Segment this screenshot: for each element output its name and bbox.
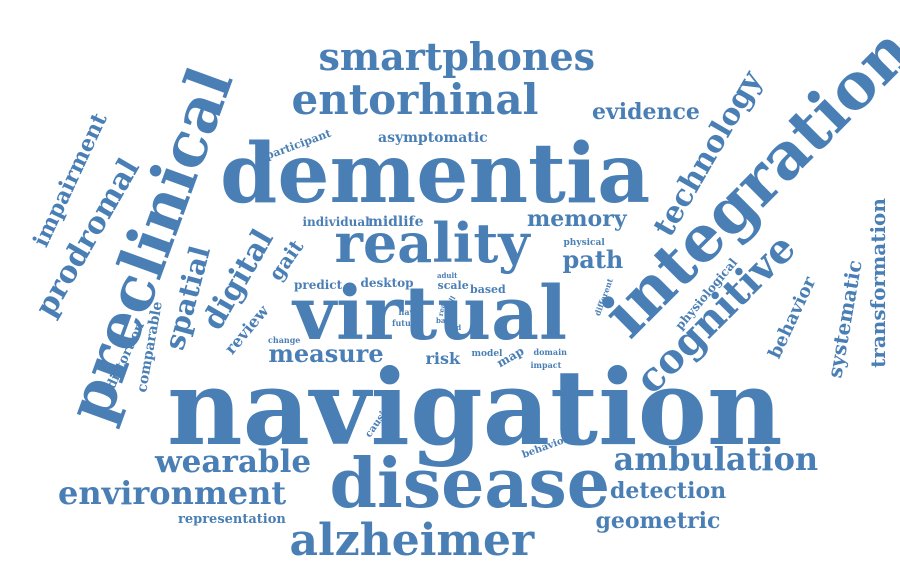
word-disease: disease [329, 444, 611, 524]
word-individual: individual [302, 215, 370, 229]
word-change: change [268, 335, 301, 345]
word-based: based [470, 282, 506, 296]
word-base: base [436, 315, 454, 325]
word-virtual: virtual [293, 271, 568, 357]
word-have: have [398, 307, 420, 317]
word-path: path [562, 245, 624, 274]
word-desktop: desktop [360, 276, 414, 290]
word-alzheimer: alzheimer [289, 515, 535, 565]
word-adult: adult [437, 270, 458, 280]
word-reality: reality [334, 211, 530, 275]
word-predict: predict [294, 278, 343, 292]
word-future: future [392, 318, 421, 328]
word-smartphones: smartphones [318, 34, 596, 79]
word-asymptomatic: asymptomatic [378, 130, 488, 146]
word-domain: domain [533, 347, 567, 357]
word-entorhinal: entorhinal [291, 75, 539, 124]
word-environment: environment [58, 474, 287, 512]
word-systematic: systematic [821, 258, 867, 380]
word-physical: physical [563, 237, 605, 248]
word-detection: detection [610, 478, 727, 504]
word-measure: measure [268, 339, 384, 368]
word-impact: impact [530, 360, 562, 370]
word-geometric: geometric [595, 508, 721, 534]
word-model: model [471, 348, 503, 359]
word-evidence: evidence [592, 99, 700, 125]
word-grid: grid [445, 322, 462, 332]
word-transformation: transformation [865, 198, 890, 368]
word-representation: representation [178, 511, 286, 527]
word-navigation: navigation [167, 346, 783, 469]
word-ambulation: ambulation [613, 440, 819, 478]
word-scale: scale [437, 278, 469, 292]
word-risk: risk [425, 349, 461, 368]
word-memory: memory [527, 206, 627, 232]
word-dementia: dementia [220, 126, 651, 222]
word-wearable: wearable [155, 443, 312, 480]
word-midlife: midlife [368, 214, 424, 230]
